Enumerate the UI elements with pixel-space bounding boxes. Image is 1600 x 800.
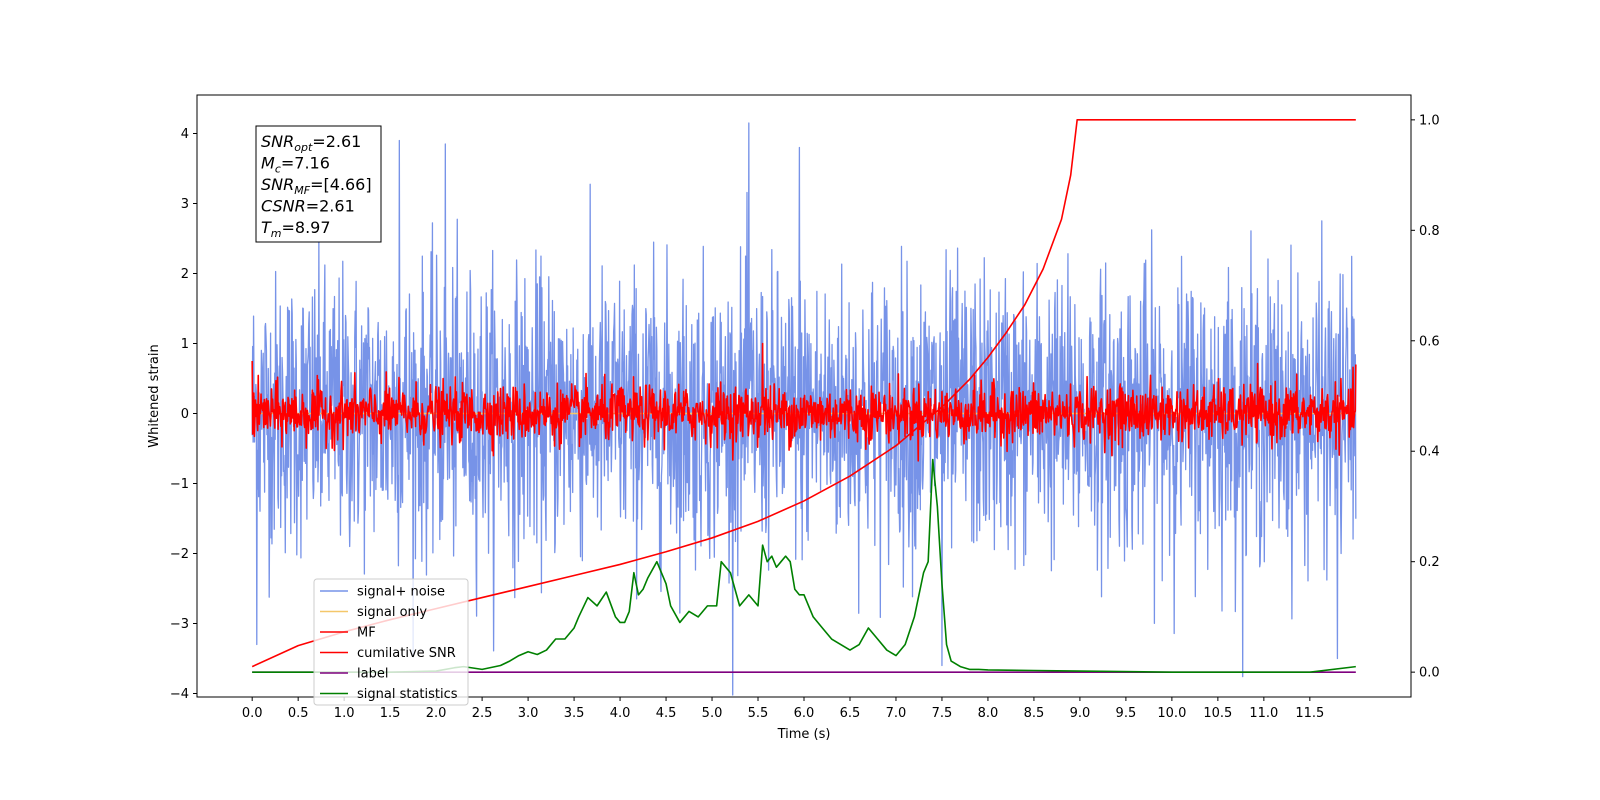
y2-tick-label: 1.0 (1419, 113, 1440, 128)
x-tick-label: 1.5 (380, 706, 401, 721)
x-tick-label: 8.0 (978, 706, 999, 721)
series-signal-noise-line (251, 122, 1357, 696)
info-box-line: SNRMF=[4.66] (261, 175, 372, 197)
legend-entry-label: cumilative SNR (357, 646, 456, 661)
series-signal-statistics-line (252, 458, 1356, 673)
x-tick-label: 6.5 (840, 706, 861, 721)
y2-tick-label: 0.6 (1419, 334, 1440, 349)
x-tick-label: 9.0 (1070, 706, 1091, 721)
y-tick-label: 2 (181, 267, 189, 282)
x-tick-label: 7.0 (886, 706, 907, 721)
x-tick-label: 3.5 (564, 706, 585, 721)
y-tick-label: 3 (181, 197, 189, 212)
x-tick-label: 4.0 (610, 706, 631, 721)
x-axis-ticks: 0.0 0.5 1.0 1.5 2.0 2.5 3.0 3.5 4.0 4.5 5.0 5.5 6.0 6… (242, 697, 1324, 721)
legend-frame (313, 578, 469, 706)
info-box-line: Tm=8.97 (261, 218, 331, 240)
x-tick-label: 5.0 (702, 706, 723, 721)
x-tick-label: 0.0 (242, 706, 263, 721)
x-tick-label: 2.0 (426, 706, 447, 721)
x-tick-label: 11.0 (1249, 706, 1278, 721)
info-box-line: SNRopt=2.61 (261, 132, 361, 154)
y2-tick-label: 0.4 (1419, 445, 1440, 460)
y-axis-left-ticks: 4 3 2 1 0 −1 −2 −3 −4 (170, 127, 197, 702)
y-axis-right-ticks: 1.0 0.8 0.6 0.4 0.2 0.0 (1411, 113, 1440, 681)
y2-tick-label: 0.2 (1419, 555, 1440, 570)
y-tick-label: 0 (181, 407, 189, 422)
x-tick-label: 6.0 (794, 706, 815, 721)
x-tick-label: 1.0 (334, 706, 355, 721)
x-tick-label: 2.5 (472, 706, 493, 721)
y-tick-label: −2 (170, 547, 189, 562)
y-axis-label: Whitened strain (147, 344, 162, 447)
x-tick-label: 3.0 (518, 706, 539, 721)
legend-entry-label: signal+ noise (357, 585, 445, 600)
x-tick-label: 5.5 (748, 706, 769, 721)
y-tick-label: −4 (170, 687, 189, 702)
legend: signal+ noise signal only MF cumilative SNR… (313, 578, 469, 706)
y-tick-label: −3 (170, 617, 189, 632)
x-tick-label: 10.0 (1157, 706, 1186, 721)
y2-tick-label: 0.8 (1419, 224, 1440, 239)
x-tick-label: 8.5 (1024, 706, 1045, 721)
y2-tick-label: 0.0 (1419, 666, 1440, 681)
x-tick-label: 9.5 (1116, 706, 1137, 721)
legend-entry-label: MF (357, 626, 376, 641)
y-tick-label: 1 (181, 337, 189, 352)
info-box-line: CSNR=2.61 (261, 197, 355, 216)
x-tick-label: 7.5 (932, 706, 953, 721)
legend-entry-label: signal statistics (357, 687, 458, 702)
info-box-line: Mc=7.16 (261, 154, 330, 176)
y-tick-label: −1 (170, 477, 189, 492)
x-tick-label: 11.5 (1295, 706, 1324, 721)
x-axis-label: Time (s) (777, 727, 831, 742)
legend-entry-label: signal only (357, 605, 427, 620)
legend-entry-label: label (357, 667, 388, 682)
x-tick-label: 10.5 (1203, 706, 1232, 721)
info-box-frame (255, 125, 382, 243)
x-tick-label: 0.5 (288, 706, 309, 721)
series-mf-line (251, 342, 1357, 462)
x-tick-label: 4.5 (656, 706, 677, 721)
y-tick-label: 4 (181, 127, 189, 142)
